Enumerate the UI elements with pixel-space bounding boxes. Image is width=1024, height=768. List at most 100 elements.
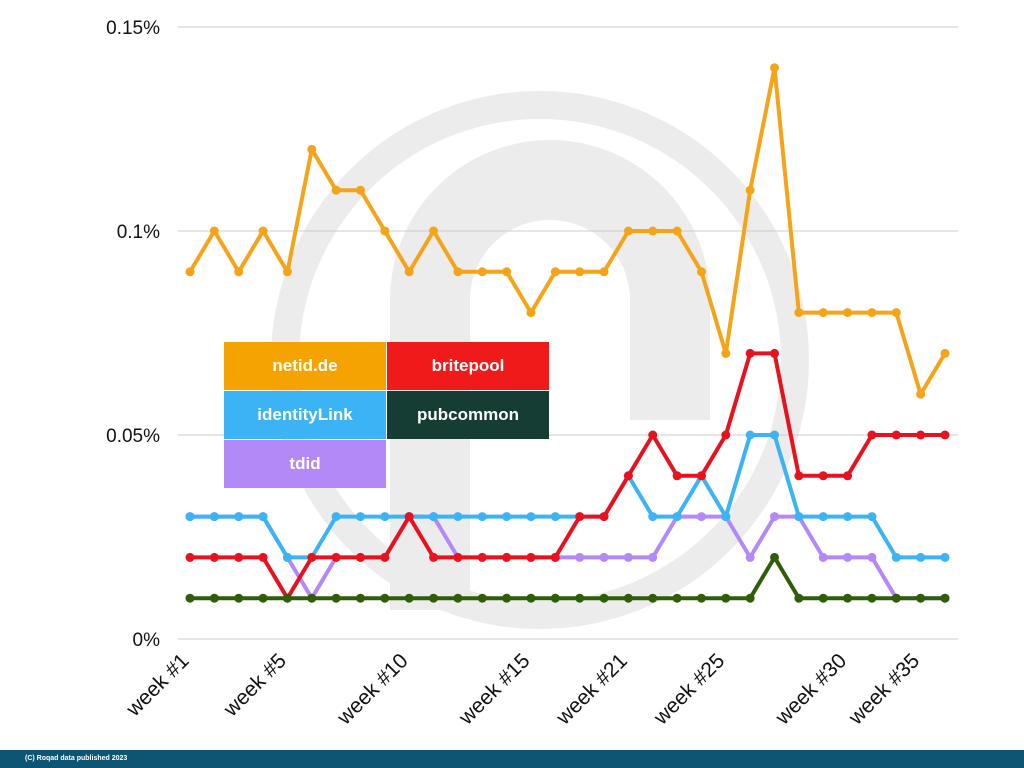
data-point	[355, 185, 365, 195]
data-point	[307, 552, 317, 562]
data-point	[696, 267, 706, 277]
data-point	[794, 593, 804, 603]
data-point	[477, 552, 487, 562]
data-point	[355, 552, 365, 562]
legend: netid.de britepool identityLink pubcommo…	[224, 342, 550, 490]
data-point	[404, 593, 414, 603]
data-point	[185, 593, 195, 603]
data-point	[940, 348, 950, 358]
data-point	[282, 267, 292, 277]
data-point	[550, 593, 560, 603]
data-point	[575, 512, 585, 522]
data-point	[696, 471, 706, 481]
x-tick-label: week #15	[454, 649, 535, 730]
data-point	[209, 552, 219, 562]
data-point	[648, 430, 658, 440]
data-point	[575, 552, 585, 562]
data-point	[770, 63, 780, 73]
data-point	[623, 552, 633, 562]
legend-item-identitylink: identityLink	[224, 391, 386, 439]
data-point	[599, 512, 609, 522]
data-point	[453, 512, 463, 522]
x-tick-label: week #10	[332, 649, 413, 730]
data-point	[526, 552, 536, 562]
data-point	[867, 512, 877, 522]
data-point	[648, 226, 658, 236]
data-point	[331, 552, 341, 562]
data-point	[843, 552, 853, 562]
y-tick-label: 0.05%	[106, 426, 160, 447]
series-netid-de	[185, 63, 950, 399]
data-point	[672, 471, 682, 481]
data-point	[331, 185, 341, 195]
x-tick-label: week #1	[121, 649, 193, 721]
data-point	[526, 593, 536, 603]
data-point	[502, 552, 512, 562]
x-axis-ticks: week #1 week #5 week #10 week #15 week #21 we…	[121, 649, 924, 730]
data-point	[331, 512, 341, 522]
data-point	[672, 512, 682, 522]
data-point	[550, 552, 560, 562]
data-point	[867, 552, 877, 562]
data-point	[477, 593, 487, 603]
legend-item-tdid: tdid	[224, 440, 386, 488]
data-point	[794, 308, 804, 318]
data-point	[623, 471, 633, 481]
data-point	[648, 593, 658, 603]
legend-label: britepool	[431, 356, 505, 375]
data-point	[745, 185, 755, 195]
data-point	[818, 593, 828, 603]
data-point	[867, 593, 877, 603]
data-point	[770, 348, 780, 358]
data-point	[453, 552, 463, 562]
data-point	[550, 267, 560, 277]
data-point	[526, 512, 536, 522]
data-point	[794, 471, 804, 481]
data-point	[429, 512, 439, 522]
data-point	[282, 593, 292, 603]
data-point	[891, 593, 901, 603]
data-point	[940, 593, 950, 603]
data-point	[891, 430, 901, 440]
data-point	[916, 552, 926, 562]
data-point	[185, 267, 195, 277]
data-point	[307, 144, 317, 154]
series-line	[190, 514, 945, 601]
data-point	[599, 267, 609, 277]
data-point	[258, 512, 268, 522]
data-point	[745, 552, 755, 562]
footer-bar: (C) Roqad data published 2023	[0, 750, 1024, 768]
data-point	[794, 512, 804, 522]
data-point	[696, 593, 706, 603]
data-point	[916, 593, 926, 603]
data-point	[185, 552, 195, 562]
legend-item-netid: netid.de	[224, 342, 386, 390]
data-point	[453, 593, 463, 603]
data-point	[891, 308, 901, 318]
data-point	[209, 593, 219, 603]
data-point	[721, 512, 731, 522]
data-point	[721, 593, 731, 603]
data-point	[745, 348, 755, 358]
x-tick-label: week #5	[219, 649, 291, 721]
legend-item-britepool: britepool	[387, 342, 549, 390]
data-point	[258, 593, 268, 603]
y-tick-label: 0.15%	[106, 18, 160, 39]
data-point	[648, 552, 658, 562]
data-point	[770, 552, 780, 562]
data-point	[818, 471, 828, 481]
x-tick-label: week #35	[844, 649, 925, 730]
legend-label: tdid	[289, 454, 321, 473]
data-point	[770, 512, 780, 522]
data-point	[502, 593, 512, 603]
data-point	[234, 267, 244, 277]
data-point	[867, 308, 877, 318]
data-point	[843, 593, 853, 603]
legend-label: netid.de	[272, 356, 338, 375]
data-point	[355, 593, 365, 603]
data-point	[380, 552, 390, 562]
x-tick-label: week #30	[771, 649, 852, 730]
data-point	[843, 308, 853, 318]
x-tick-label: week #21	[551, 649, 632, 730]
legend-item-pubcommon: pubcommon	[387, 391, 549, 439]
